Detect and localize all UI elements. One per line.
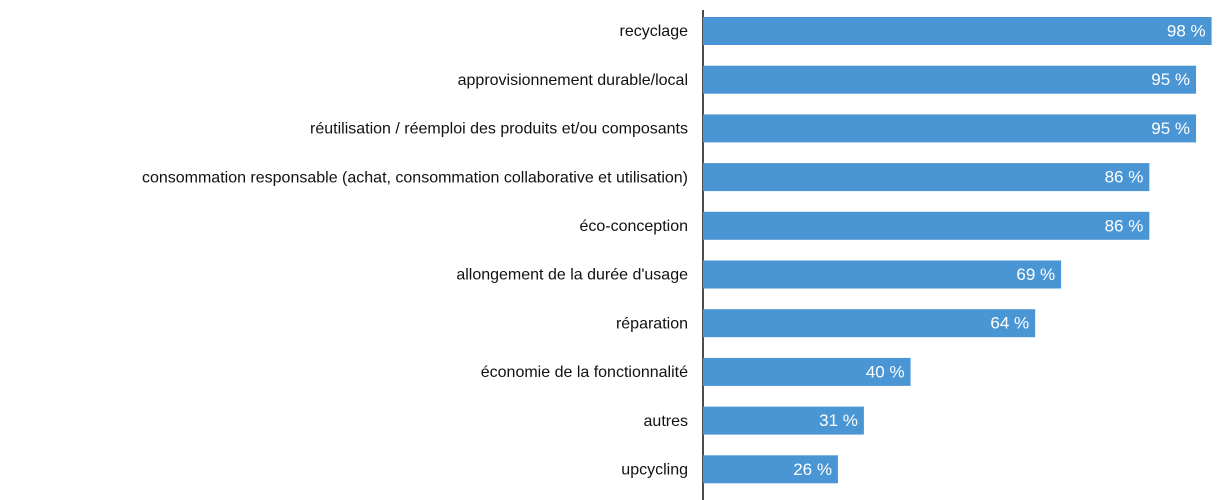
category-label: approvisionnement durable/local [458, 72, 688, 89]
bar [703, 455, 838, 484]
value-label: 86 % [1105, 168, 1144, 187]
category-label: éco-conception [579, 218, 688, 235]
category-label: réparation [616, 315, 688, 332]
category-label: consommation responsable (achat, consomm… [142, 169, 688, 186]
value-label: 69 % [1016, 265, 1055, 284]
bar [703, 406, 864, 435]
category-label: réutilisation / réemploi des produits et… [310, 121, 688, 138]
value-label: 98 % [1167, 21, 1206, 40]
value-label: 95 % [1151, 119, 1190, 138]
category-label: économie de la fonctionnalité [481, 364, 688, 381]
value-label: 64 % [990, 314, 1029, 333]
category-label: upcycling [621, 462, 688, 479]
value-label: 95 % [1151, 70, 1190, 89]
bar [703, 17, 1212, 45]
bar [703, 114, 1197, 143]
bar [703, 260, 1062, 289]
bar [703, 163, 1150, 192]
value-label: 40 % [866, 362, 905, 381]
bar [703, 211, 1150, 240]
category-label: autres [644, 413, 688, 430]
category-label: allongement de la durée d'usage [456, 267, 688, 284]
bar [703, 309, 1036, 338]
value-label: 86 % [1105, 216, 1144, 235]
bar [703, 65, 1197, 94]
value-label: 31 % [819, 411, 858, 430]
value-label: 26 % [793, 460, 832, 479]
bar [703, 357, 911, 386]
category-label: recyclage [620, 23, 689, 40]
